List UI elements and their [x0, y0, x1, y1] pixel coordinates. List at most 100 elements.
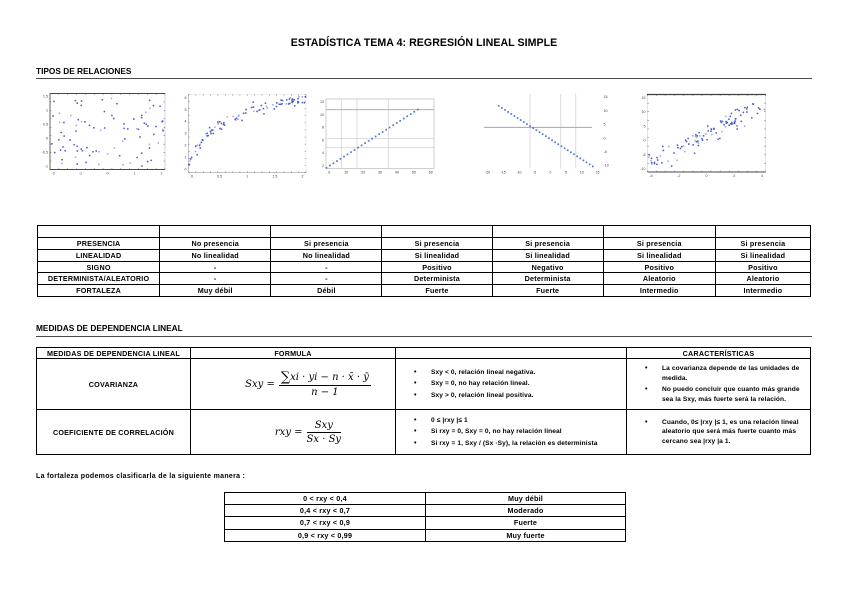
svg-text:-5: -5: [604, 150, 607, 154]
table-row-determinista-aleatorio: DETERMINISTA/ALEATORIO - - Determinista …: [36, 272, 812, 286]
svg-text:2: 2: [161, 172, 163, 176]
table-cell: Fuerte: [491, 284, 604, 297]
table-cell: -: [270, 260, 383, 274]
table-cell: -: [270, 272, 383, 286]
strength-table-wrap: 0 < rxy < 0,4 Muy débil 0,4 < rxy < 0,7 …: [224, 491, 626, 542]
correlation-formula: rxy = Sxy Sx · Sy: [190, 409, 396, 456]
column-header: [395, 346, 627, 360]
svg-text:50: 50: [412, 171, 416, 175]
svg-text:5: 5: [644, 124, 646, 128]
bullet-list: Sxy < 0, relación lineal negativa. Sxy =…: [397, 368, 626, 401]
table-cell: No linealidad: [270, 249, 383, 262]
svg-text:10: 10: [642, 110, 646, 114]
relations-header-cell: [602, 224, 716, 239]
table-cell: Determinista: [491, 272, 604, 286]
numerator-terms: xi · yi − n · x̄ · ȳ: [290, 372, 369, 384]
svg-text:0: 0: [46, 137, 48, 141]
table-row-linealidad: LINEALIDAD No linealidad No linealidad S…: [36, 249, 812, 262]
svg-text:2: 2: [322, 164, 324, 168]
svg-text:4: 4: [185, 120, 187, 124]
relations-table-header-row: [36, 224, 812, 239]
svg-text:1: 1: [134, 172, 136, 176]
formula-lhs: rxy =: [274, 426, 303, 438]
bullet-list: La covarianza depende de las unidades de…: [628, 364, 810, 405]
svg-text:5: 5: [565, 171, 567, 175]
row-label: SIGNO: [36, 260, 161, 274]
correlation-properties: 0 ≤ |rxy |≤ 1 Si rxy = 0, Sxy = 0, no ha…: [395, 409, 627, 456]
svg-text:0: 0: [107, 172, 109, 176]
table-cell: Negativo: [491, 260, 604, 274]
table-row-fortaleza: FORTALEZA Muy débil Débil Fuerte Fuerte …: [36, 284, 812, 297]
svg-text:0: 0: [549, 171, 551, 175]
column-header: MEDIDAS DE DEPENDENCIA LINEAL: [36, 346, 191, 360]
svg-text:0: 0: [191, 175, 193, 179]
row-label: FORTALEZA: [36, 284, 161, 297]
table-cell: Determinista: [381, 272, 493, 286]
label-cell: Moderado: [425, 504, 626, 518]
line-plot-negative-deterministic: 15 10 5 0 -5 -10 -20 -15 -10 -5 0 5 10 15: [484, 94, 609, 175]
svg-text:0: 0: [604, 136, 606, 140]
strength-row: 0,9 < rxy < 0,99 Muy fuerte: [224, 528, 626, 542]
label-cell: Muy fuerte: [425, 528, 626, 542]
covariance-characteristics: La covarianza depende de las unidades de…: [626, 358, 811, 411]
svg-text:10: 10: [344, 171, 348, 175]
bullet-list: 0 ≤ |rxy |≤ 1 Si rxy = 0, Sxy = 0, no ha…: [397, 416, 626, 449]
summation-symbol: ∑: [280, 370, 291, 386]
svg-text:0: 0: [185, 168, 187, 172]
svg-text:-10: -10: [640, 167, 645, 171]
table-cell: Si presencia: [381, 237, 493, 251]
svg-text:10: 10: [580, 171, 584, 175]
svg-text:2: 2: [185, 144, 187, 148]
range-cell: 0,4 < rxy < 0,7: [224, 504, 426, 518]
bullet-item: No puedo concluir que cuanto más grande …: [628, 385, 810, 405]
range-cell: 0 < rxy < 0,4: [224, 491, 426, 506]
table-cell: Si presencia: [491, 237, 604, 251]
table-cell: Intermedio: [714, 284, 812, 297]
relations-header-cell: [159, 224, 272, 239]
svg-text:-5: -5: [533, 171, 536, 175]
row-label: DETERMINISTA/ALEATORIO: [36, 272, 161, 286]
line-plot-positive-deterministic: 12 10 8 6 4 20 10 20 30 40 50 60: [320, 98, 435, 175]
svg-text:5: 5: [185, 108, 187, 112]
svg-text:2: 2: [733, 174, 735, 178]
table-cell: Si linealidad: [602, 249, 716, 262]
svg-text:12: 12: [320, 100, 324, 104]
relations-header-cell: [714, 224, 812, 239]
relations-header-cell: [491, 224, 604, 239]
table-row-signo: SIGNO - - Positivo Negativo Positivo Pos…: [36, 260, 812, 274]
svg-text:0: 0: [706, 174, 708, 178]
strength-row: 0,4 < rxy < 0,7 Moderado: [224, 504, 626, 518]
svg-text:1.5: 1.5: [272, 175, 277, 179]
relations-header-cell: [381, 224, 493, 239]
svg-text:8: 8: [322, 126, 324, 130]
table-row-coeficiente: COEFICIENTE DE CORRELACIÓN rxy = Sxy Sx · …: [36, 409, 811, 456]
table-cell: Aleatorio: [714, 272, 812, 286]
svg-text:1.5: 1.5: [43, 95, 48, 99]
row-label: LINEALIDAD: [36, 249, 161, 262]
table-cell: Si linealidad: [714, 249, 812, 262]
svg-text:15: 15: [642, 96, 646, 100]
table-cell: Si presencia: [714, 237, 812, 251]
table-cell: -: [159, 272, 272, 286]
svg-text:15: 15: [595, 171, 599, 175]
svg-text:40: 40: [395, 171, 399, 175]
covariance-properties: Sxy < 0, relación lineal negativa. Sxy =…: [395, 358, 627, 411]
relations-header-cell: [270, 224, 383, 239]
svg-text:-2: -2: [677, 174, 680, 178]
table-row-presencia: PRESENCIA No presencia Si presencia Si p…: [36, 237, 812, 251]
range-cell: 0,7 < rxy < 0,9: [224, 516, 426, 530]
bullet-item: La covarianza depende de las unidades de…: [628, 364, 810, 384]
svg-text:-5: -5: [642, 153, 645, 157]
svg-text:-2: -2: [52, 172, 55, 176]
correlation-characteristics: Cuando, 0≤ |rxy |≤ 1, es una relación li…: [626, 409, 811, 456]
svg-text:1: 1: [46, 109, 48, 113]
formula-numerator: ∑xi · yi − n · x̄ · ȳ: [278, 370, 371, 387]
svg-text:0.5: 0.5: [217, 175, 222, 179]
svg-text:10: 10: [604, 109, 608, 113]
svg-text:4: 4: [322, 151, 324, 155]
table-cell: No linealidad: [159, 249, 272, 262]
heading-rule-1: [36, 78, 812, 79]
table-cell: Positivo: [381, 260, 493, 274]
table-cell: Si linealidad: [381, 249, 493, 262]
